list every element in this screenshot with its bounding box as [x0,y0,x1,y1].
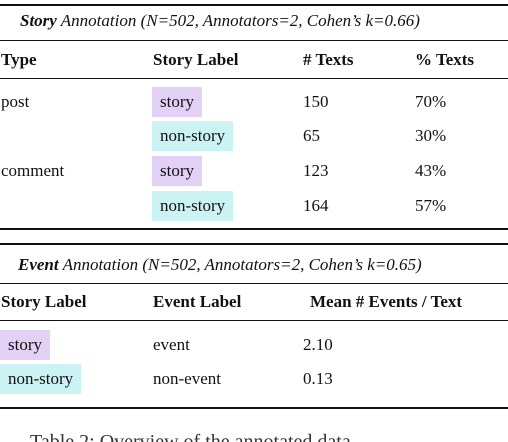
cell: 0.13 [303,369,333,388]
rule [0,228,508,230]
label-tag: story [0,330,50,360]
caption-text: Annotation (N=502, Annotators=2, Cohen’s… [62,255,422,274]
column-header: # Texts [303,50,354,69]
cell: event [153,335,190,354]
cell: 65 [303,126,320,145]
cell: 30% [415,126,447,145]
rule [0,4,508,6]
cell: 70% [415,92,447,111]
cell: 2.10 [303,335,333,354]
label-tag: non-story [0,364,82,394]
rule [0,407,508,409]
column-header: % Texts [415,50,475,69]
cell: 123 [303,161,329,180]
caption-text: Annotation (N=502, Annotators=2, Cohen’s… [60,11,420,30]
caption-label: Event [18,255,59,274]
label-tag: non-story [152,191,234,221]
rule [0,283,508,284]
cell: comment [1,161,65,180]
caption-label: Story [20,11,57,30]
column-header: Mean # Events / Text [310,292,463,311]
cell: 57% [415,196,447,215]
rule [0,78,508,79]
label-tag: non-story [152,121,234,151]
cell: 164 [303,196,329,215]
cell: non-event [153,369,221,388]
caption: Story Annotation (N=502, Annotators=2, C… [20,11,420,31]
caption: Event Annotation (N=502, Annotators=2, C… [18,255,422,275]
column-header: Story Label [153,50,239,69]
cell: 43% [415,161,447,180]
label-tag: story [152,87,202,117]
column-header: Type [1,50,37,69]
cell: post [1,92,30,111]
rule [0,40,508,41]
rule [0,320,508,321]
footer-caption: Table 2: Overview of the annotated data [30,431,351,442]
cell: 150 [303,92,329,111]
column-header: Story Label [1,292,87,311]
rule [0,243,508,245]
label-tag: story [152,156,202,186]
column-header: Event Label [153,292,242,311]
